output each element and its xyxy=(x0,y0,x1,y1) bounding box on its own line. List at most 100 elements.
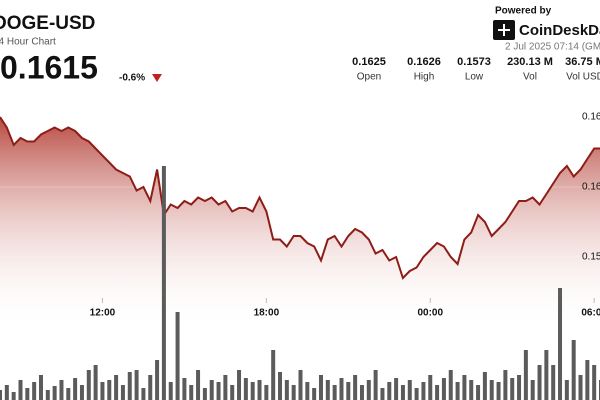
volume-bar xyxy=(86,370,91,400)
volume-bar xyxy=(114,375,119,400)
x-tick-label: 00:00 xyxy=(417,308,443,319)
volume-bar xyxy=(523,350,528,400)
volume-bar xyxy=(414,388,419,400)
volume-bar xyxy=(291,385,296,400)
volume-bar xyxy=(202,388,207,400)
price: 0.1615 xyxy=(0,49,98,85)
volume-bar xyxy=(592,365,597,400)
y-tick-label: 0.158 xyxy=(582,252,600,263)
volume-bar xyxy=(462,375,467,400)
volume-bar xyxy=(571,340,576,400)
volume-bar xyxy=(469,380,474,400)
timestamp: 2 Jul 2025 07:14 (GMT) xyxy=(505,42,600,53)
volume-bar xyxy=(59,380,64,400)
volume-bar xyxy=(476,385,481,400)
volume-bar xyxy=(161,166,166,400)
volume-bar xyxy=(585,360,590,400)
stat-value: 0.1626 xyxy=(407,56,441,68)
volume-bar xyxy=(305,382,310,400)
volume-bar xyxy=(134,370,139,400)
y-tick-label: 0.160 xyxy=(582,182,600,193)
volume-bar xyxy=(264,385,269,400)
volume-bar xyxy=(79,385,84,400)
volume-bar xyxy=(107,380,112,400)
stat-label: Vol xyxy=(523,72,537,83)
volume-bar xyxy=(510,378,515,400)
volume-bar xyxy=(346,382,351,400)
volume-bar xyxy=(530,380,535,400)
volume-bar xyxy=(52,386,57,400)
stat-value: 0.1573 xyxy=(457,56,491,68)
volume-bar xyxy=(32,382,37,400)
volume-bar xyxy=(100,382,105,400)
volume-bar xyxy=(223,375,228,400)
brand: CoinDeskData xyxy=(519,22,600,39)
volume-bar xyxy=(243,378,248,400)
volume-bar xyxy=(66,388,71,400)
volume-bar xyxy=(435,385,440,400)
volume-bar xyxy=(318,375,323,400)
volume-bar xyxy=(250,382,255,400)
volume-bar xyxy=(489,380,494,400)
volume-bar xyxy=(537,365,542,400)
stat-value: 36.75 M xyxy=(565,56,600,68)
volume-bar xyxy=(209,380,214,400)
volume-bar xyxy=(428,375,433,400)
volume-bar xyxy=(216,382,221,400)
change: -0.6% xyxy=(119,73,145,84)
x-tick-label: 18:00 xyxy=(254,308,280,319)
down-arrow xyxy=(152,74,162,82)
volume-bar xyxy=(271,350,276,400)
stat-label: Vol USD xyxy=(566,72,600,83)
volume-bar xyxy=(155,360,160,400)
volume-bar xyxy=(387,382,392,400)
stat-label: Open xyxy=(357,72,381,83)
volume-bar xyxy=(175,312,180,400)
volume-bar xyxy=(544,350,549,400)
volume-bar xyxy=(551,365,556,400)
volume-bar xyxy=(237,370,242,400)
volume-bar xyxy=(517,375,522,400)
volume-bar xyxy=(496,382,501,400)
volume-bar xyxy=(455,382,460,400)
price-area xyxy=(0,117,600,330)
volume-bar xyxy=(189,385,194,400)
volume-bar xyxy=(278,372,283,400)
volume-bar xyxy=(182,378,187,400)
plot: 0.162 0.160 0.158 12:00 18:00 00:00 06:00 xyxy=(0,112,600,400)
volume-bar xyxy=(148,375,153,400)
volume-bar xyxy=(503,370,508,400)
volume-bar xyxy=(353,375,358,400)
volume-bar xyxy=(558,288,563,400)
volume-bar xyxy=(38,375,43,400)
volume-bar xyxy=(196,370,201,400)
volume-bar xyxy=(168,382,173,400)
volume-bar xyxy=(448,370,453,400)
symbol: DOGE-USD xyxy=(0,13,95,34)
volume-bar xyxy=(359,385,364,400)
logo-mark xyxy=(498,24,510,36)
volume-bar xyxy=(11,392,16,400)
volume-bar xyxy=(366,380,371,400)
volume-bar xyxy=(298,370,303,400)
volume-bar xyxy=(373,370,378,400)
volume-bar xyxy=(482,372,487,400)
x-tick-label: 12:00 xyxy=(90,308,116,319)
stat-label: Low xyxy=(465,72,484,83)
volume-bar xyxy=(339,378,344,400)
stats: 0.1625 Open 0.1626 High 0.1573 Low 230.13 M Vol… xyxy=(352,56,600,83)
volume-bar xyxy=(312,388,317,400)
volume-bar xyxy=(400,385,405,400)
volume-bar xyxy=(407,380,412,400)
volume-bar xyxy=(578,375,583,400)
volume-bar xyxy=(332,385,337,400)
volume-bar xyxy=(284,380,289,400)
volume-bar xyxy=(4,385,9,400)
volume-bar xyxy=(73,378,78,400)
volume-bar xyxy=(441,378,446,400)
volume-bar xyxy=(257,380,262,400)
stat-label: High xyxy=(414,72,435,83)
volume-bar xyxy=(141,388,146,400)
price-line xyxy=(0,116,600,280)
